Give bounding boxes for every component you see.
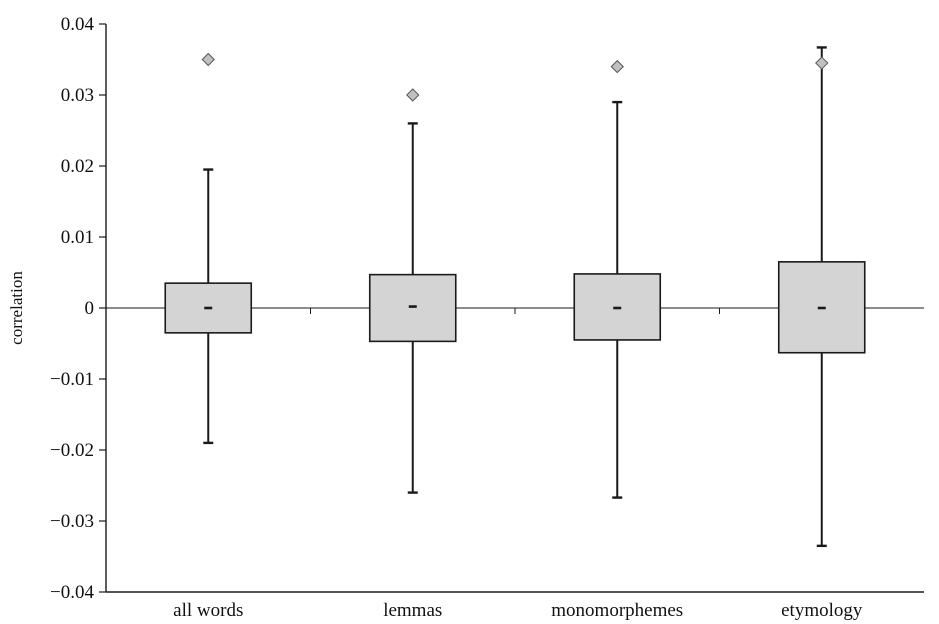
plot-marks xyxy=(164,46,866,548)
x-category-label: all words xyxy=(173,600,243,621)
x-category-label: monomorphemes xyxy=(551,600,683,621)
y-tick-label: −0.02 xyxy=(50,440,94,461)
box xyxy=(573,273,662,341)
x-category-label: lemmas xyxy=(383,600,442,621)
box xyxy=(368,273,457,343)
y-tick-label: 0.01 xyxy=(61,227,94,248)
observed-diamond xyxy=(815,56,829,70)
x-category-label: etymology xyxy=(781,600,863,621)
y-tick-label: 0 xyxy=(85,298,95,319)
y-tick-label: −0.03 xyxy=(50,511,94,532)
y-tick-label: 0.03 xyxy=(61,85,94,106)
y-tick-label: 0.02 xyxy=(61,156,94,177)
labels: 0.04 0.03 0.02 0.01 0 −0.01 −0.02 −0.03 −0.04 all… xyxy=(50,14,863,621)
observed-diamond xyxy=(201,52,215,67)
y-tick-label: −0.04 xyxy=(50,582,94,603)
y-tick-label: −0.01 xyxy=(50,369,94,390)
observed-diamond xyxy=(610,59,624,74)
y-axis-title: correlation xyxy=(7,271,26,345)
observed-diamond xyxy=(406,88,420,102)
y-tick-label: 0.04 xyxy=(61,14,95,35)
